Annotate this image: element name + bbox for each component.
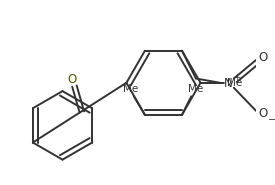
Text: −: − xyxy=(268,115,275,125)
Text: N: N xyxy=(224,77,233,90)
Text: +: + xyxy=(233,73,240,82)
Text: Me: Me xyxy=(227,78,242,88)
Text: O: O xyxy=(259,107,268,120)
Text: O: O xyxy=(259,51,268,64)
Text: O: O xyxy=(68,73,77,86)
Text: Me: Me xyxy=(123,84,139,94)
Text: Me: Me xyxy=(188,84,204,94)
